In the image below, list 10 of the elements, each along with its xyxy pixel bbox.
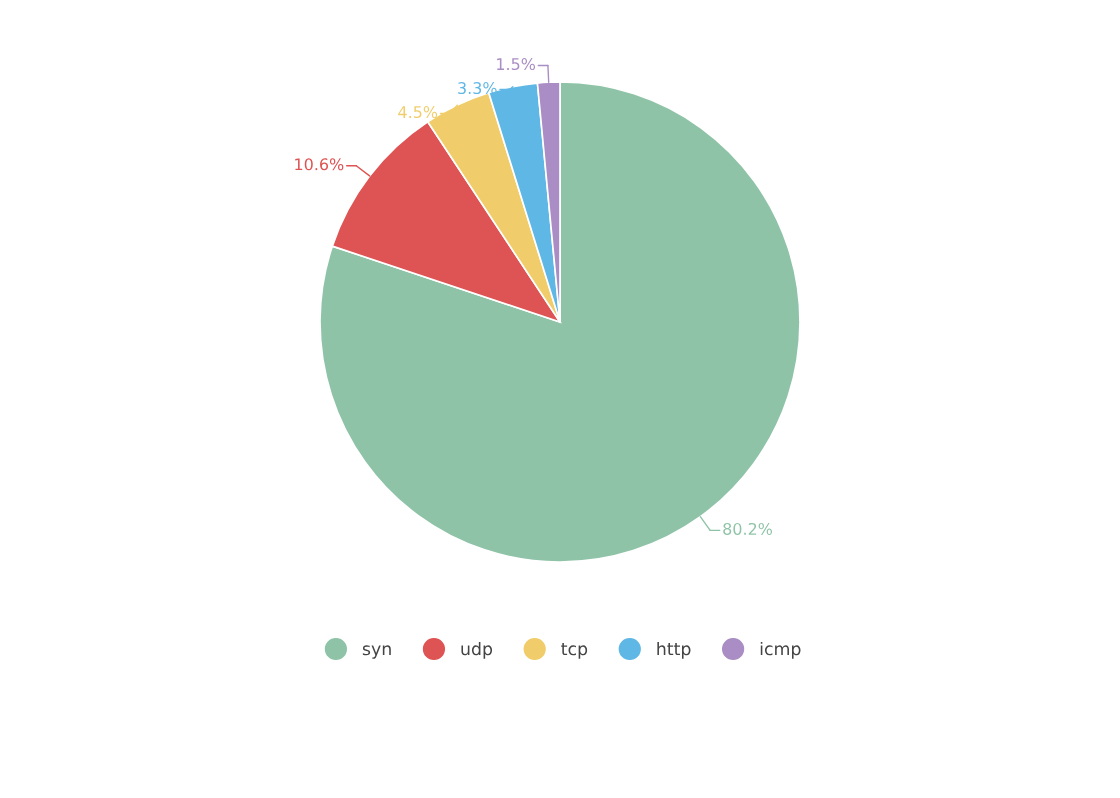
data-label: 1.5%	[497, 58, 536, 71]
legend-label: icmp	[760, 641, 801, 659]
legend-label: http	[657, 641, 691, 659]
data-label: 4.5%	[398, 106, 438, 119]
data-label: 3.3%	[458, 82, 497, 95]
legend-label: udp	[461, 641, 493, 659]
legend-label: syn	[362, 645, 391, 659]
data-label: 80.2%	[723, 522, 773, 535]
legend-label: tcp	[561, 642, 588, 659]
data-label: 10.6%	[295, 158, 344, 171]
